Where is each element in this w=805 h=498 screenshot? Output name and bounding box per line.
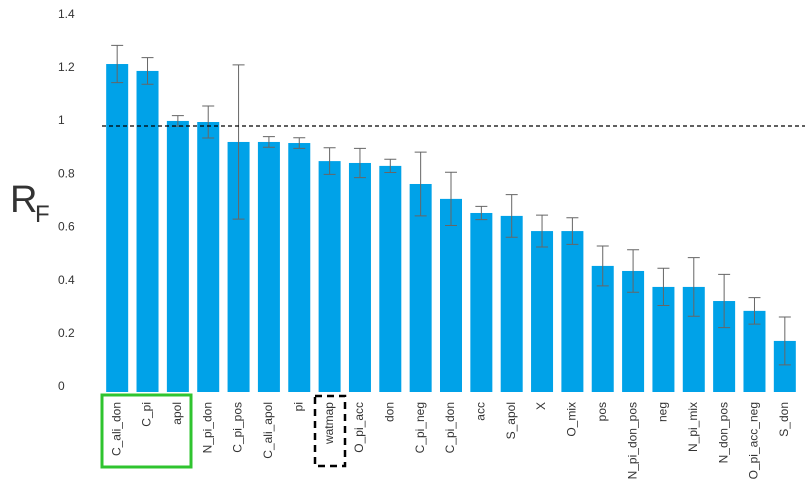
bar	[197, 122, 220, 392]
error-bar	[323, 147, 336, 175]
x-tick-label: O_mix	[565, 402, 579, 437]
y-tick-label: 0.4	[58, 273, 75, 287]
error-bar	[353, 147, 366, 179]
bar	[713, 301, 736, 392]
x-tick-label: C_pi_don	[443, 402, 457, 453]
error-bar	[262, 136, 275, 148]
error-bar	[293, 137, 306, 149]
x-tick-label: apol	[170, 402, 184, 425]
x-tick-label: S_apol	[504, 402, 518, 439]
bar	[743, 310, 766, 392]
bar	[470, 212, 493, 392]
y-tick-label: 0	[58, 379, 65, 393]
x-tick-label: C_ali_don	[109, 402, 123, 456]
x-tick-label: N_don_pos	[716, 402, 730, 463]
error-bar	[232, 64, 245, 220]
x-tick-label: don	[382, 402, 396, 422]
bar	[440, 198, 462, 392]
x-tick-label: N_pi_mix	[686, 402, 700, 452]
y-tick-label: 0.8	[58, 166, 75, 180]
error-bar	[566, 217, 579, 245]
bar	[106, 64, 129, 392]
x-tick-label: S_don	[777, 402, 791, 437]
bar	[591, 265, 614, 392]
bar	[409, 183, 432, 392]
bar	[531, 231, 554, 392]
y-tick-label: 1.2	[58, 60, 75, 74]
error-bar	[445, 171, 457, 226]
bar	[622, 270, 645, 392]
bar	[500, 215, 523, 392]
error-bar	[384, 158, 397, 174]
bar	[166, 120, 189, 393]
error-bar	[748, 297, 761, 325]
bar	[682, 286, 705, 392]
highlight-box	[100, 393, 193, 469]
bar	[561, 231, 584, 392]
y-axis-label: R	[10, 179, 37, 221]
x-tick-label: C_pi_pos	[231, 402, 245, 453]
error-bar	[596, 245, 609, 287]
bar	[379, 165, 402, 392]
bar	[652, 286, 675, 392]
y-tick-label: 0.2	[58, 326, 75, 340]
error-bar	[505, 194, 518, 238]
bar	[227, 141, 250, 392]
error-bar	[475, 205, 488, 221]
bar	[318, 161, 341, 392]
x-tick-label: C_pi	[140, 402, 154, 427]
error-bar	[202, 105, 215, 139]
error-bar	[414, 151, 427, 217]
y-tick-label: 1.4	[58, 7, 75, 21]
bar	[288, 143, 311, 392]
y-tick-label: 0.6	[58, 220, 75, 234]
x-tick-label: N_pi_don_pos	[625, 402, 639, 479]
error-bar	[657, 267, 670, 307]
y-tick-label: 1	[58, 113, 65, 127]
bar	[773, 340, 796, 392]
x-tick-label: C_ali_apol	[261, 402, 275, 459]
x-tick-label: N_pi_don	[200, 402, 214, 453]
bar	[136, 70, 159, 393]
bar	[348, 162, 371, 392]
error-bar	[536, 214, 549, 248]
x-tick-label: O_pi_acc	[352, 402, 366, 453]
x-tick-label: neg	[656, 402, 670, 422]
x-tick-label: pi	[291, 402, 305, 411]
error-bar	[141, 57, 154, 85]
error-bar	[778, 316, 791, 366]
error-bar	[627, 249, 640, 293]
highlight-box	[313, 394, 347, 468]
x-tick-label: O_pi_acc_neg	[747, 402, 761, 479]
x-tick-label: pos	[595, 402, 609, 421]
error-bar	[111, 44, 124, 84]
bar	[257, 141, 280, 392]
y-axis-label-sub: F	[35, 201, 50, 228]
error-bar	[687, 257, 700, 317]
x-tick-label: acc	[474, 402, 488, 421]
x-tick-label: watmap	[322, 402, 336, 445]
x-tick-label: C_pi_neg	[413, 402, 427, 453]
error-bar	[718, 273, 731, 329]
x-tick-label: X	[534, 402, 548, 410]
